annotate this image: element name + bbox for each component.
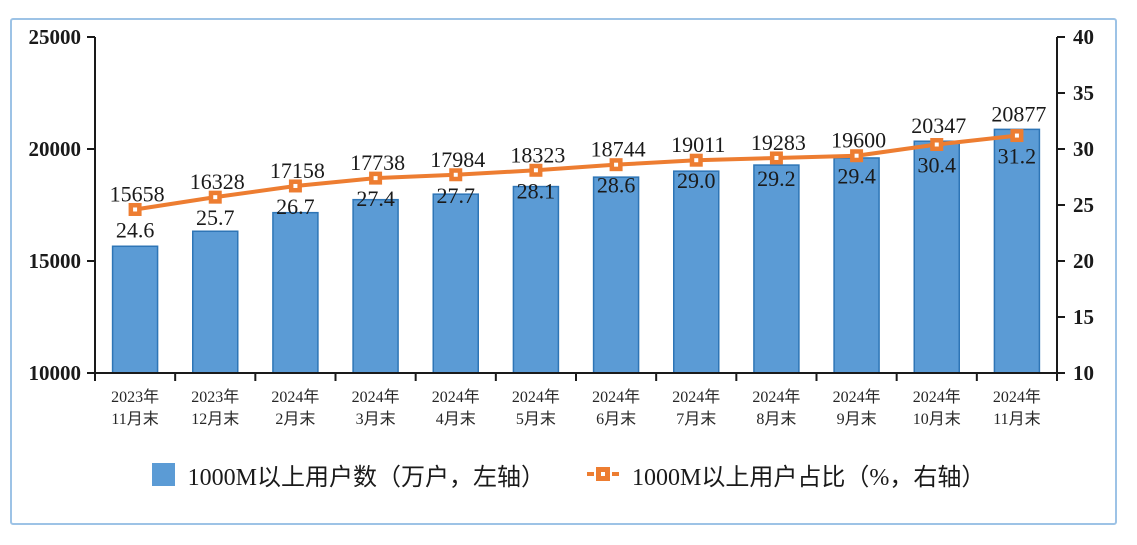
right-axis-tick-label: 35 — [1073, 81, 1094, 105]
x-category-label-line2: 10月末 — [913, 410, 961, 428]
line-value-label: 27.7 — [437, 183, 476, 208]
line-series-path — [134, 133, 1018, 212]
line-series-legend-label: 1000M以上用户占比（%，右轴） — [632, 464, 986, 491]
legend-item-bar-series: 1000M以上用户数（万户，左轴） — [151, 457, 545, 492]
line-value-label: 28.1 — [517, 178, 556, 203]
line-value-label: 29.0 — [677, 168, 716, 193]
bar — [272, 211, 319, 374]
bar-value-label: 16328 — [190, 169, 245, 194]
line-value-label: 27.4 — [356, 186, 395, 211]
x-category-label-line2: 11月末 — [111, 410, 158, 428]
legend-line-dash-right — [612, 472, 619, 476]
x-category-label-line1: 2024年 — [672, 388, 720, 406]
line-marker-center — [453, 172, 458, 177]
bar — [913, 140, 960, 374]
x-category-label-line1: 2023年 — [111, 388, 159, 406]
bar-value-label: 19283 — [751, 130, 806, 155]
legend-line-square — [596, 467, 610, 481]
bar — [673, 170, 720, 374]
left-axis-tick-label: 20000 — [29, 137, 82, 161]
line-marker-center — [373, 176, 378, 181]
line-value-label: 28.6 — [597, 173, 636, 198]
x-category-label-line2: 8月末 — [756, 410, 796, 428]
line-marker-center — [694, 158, 699, 163]
right-axis-tick-label: 25 — [1073, 193, 1094, 217]
x-category-label-line1: 2024年 — [993, 388, 1041, 406]
legend-item-line-series: 1000M以上用户占比（%，右轴） — [587, 457, 985, 492]
legend-line-dash-left — [587, 472, 594, 476]
bar-value-label: 20347 — [911, 113, 966, 138]
combo-chart: 10000 15000 20000 25000 10 15 20 25 30 35 40 15658 1… — [29, 25, 1095, 428]
x-category-label-line2: 7月末 — [676, 410, 716, 428]
x-category-label-line1: 2024年 — [592, 388, 640, 406]
x-category-label-line2: 6月末 — [596, 410, 636, 428]
right-axis-tick-label: 40 — [1073, 25, 1094, 49]
right-axis-tick-label: 20 — [1073, 249, 1094, 273]
x-category-label-line1: 2024年 — [913, 388, 961, 406]
line-value-label: 29.2 — [757, 166, 796, 191]
line-marker-center — [854, 153, 859, 158]
x-category-label-line2: 5月末 — [516, 410, 556, 428]
bar-series-legend-label: 1000M以上用户数（万户，左轴） — [187, 464, 545, 491]
left-axis-tick-label: 15000 — [29, 249, 82, 273]
line-marker-center — [934, 142, 939, 147]
bar — [753, 164, 800, 374]
x-category-label-line1: 2024年 — [352, 388, 400, 406]
bar-series-swatch-icon — [151, 462, 175, 486]
x-category-label-line2: 2月末 — [275, 410, 315, 428]
left-axis-tick-label: 10000 — [29, 361, 82, 385]
bar — [432, 193, 479, 374]
x-category-label-line1: 2024年 — [271, 388, 319, 406]
bar-value-label: 17158 — [270, 158, 325, 183]
line-value-label: 25.7 — [196, 205, 235, 230]
line-marker-center — [614, 162, 619, 167]
x-category-label-line2: 4月末 — [436, 410, 476, 428]
line-value-label: 26.7 — [276, 194, 315, 219]
x-category-label-line1: 2024年 — [512, 388, 560, 406]
line-value-label: 31.2 — [998, 144, 1037, 169]
x-category-label-line2: 9月末 — [837, 410, 877, 428]
x-category-label-line2: 12月末 — [191, 410, 239, 428]
x-category-label-line1: 2024年 — [752, 388, 800, 406]
x-category-label-line1: 2023年 — [191, 388, 239, 406]
bar — [512, 185, 560, 374]
bar — [352, 198, 399, 374]
line-value-label: 24.6 — [116, 217, 155, 242]
line-marker-center — [213, 195, 218, 200]
x-category-label-line1: 2024年 — [833, 388, 881, 406]
bar — [833, 157, 880, 374]
line-marker-center — [774, 155, 779, 160]
left-axis-tick-label: 25000 — [29, 25, 82, 49]
x-category-label-line2: 11月末 — [993, 410, 1040, 428]
line-value-label: 30.4 — [918, 153, 957, 178]
line-marker-center — [533, 168, 538, 173]
bar-value-label: 17738 — [350, 150, 405, 175]
line-marker-center — [1014, 133, 1019, 138]
bar-value-label: 15658 — [110, 181, 165, 206]
right-axis-tick-label: 15 — [1073, 305, 1094, 329]
right-axis-tick-label: 30 — [1073, 137, 1094, 161]
bar-value-label: 18744 — [591, 137, 646, 162]
bar — [111, 245, 159, 374]
bar-value-label: 19011 — [671, 132, 725, 157]
bar — [592, 176, 640, 374]
x-category-label-line1: 2024年 — [432, 388, 480, 406]
bar-value-label: 19600 — [831, 128, 886, 153]
x-category-label-line2: 3月末 — [356, 410, 396, 428]
right-axis-tick-label: 10 — [1073, 361, 1094, 385]
line-marker-center — [293, 183, 298, 188]
bar — [192, 230, 239, 374]
line-marker-center — [133, 207, 138, 212]
line-series-marker-icon — [587, 467, 619, 481]
bar-value-label: 18323 — [510, 142, 565, 167]
line-value-label: 29.4 — [837, 164, 876, 189]
legend: 1000M以上用户数（万户，左轴） 1000M以上用户占比（%，右轴） — [0, 450, 1137, 498]
bar-value-label: 20877 — [991, 101, 1046, 126]
bar-value-label: 17984 — [430, 147, 485, 172]
